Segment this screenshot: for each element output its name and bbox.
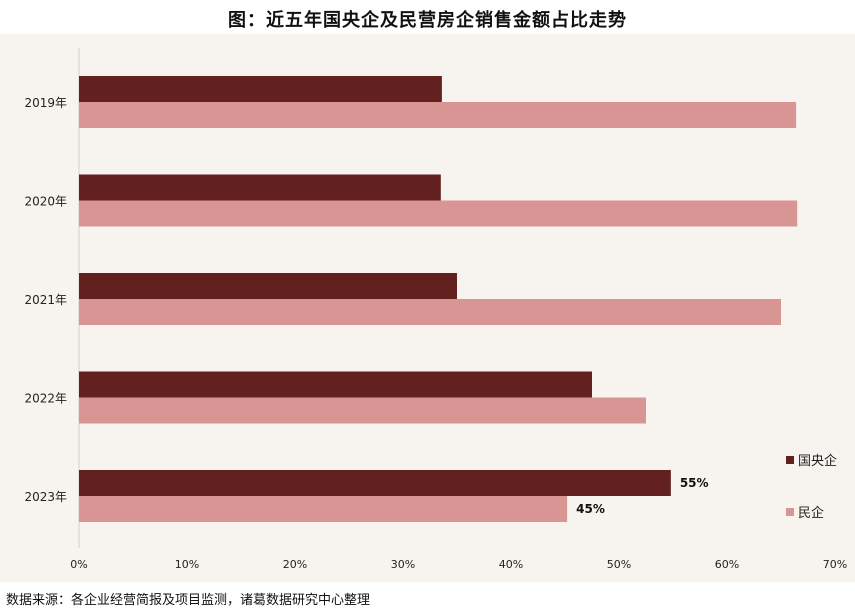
y-tick-label: 2022年 [24, 392, 67, 406]
y-tick-label: 2021年 [24, 293, 67, 307]
x-tick-label: 50% [607, 558, 631, 571]
chart-title: 图：近五年国央企及民营房企销售金额占比走势 [228, 10, 627, 31]
x-tick-label: 10% [175, 558, 199, 571]
bar-private-3 [79, 397, 646, 424]
legend-swatch [786, 508, 794, 516]
legend-swatch [786, 456, 794, 464]
x-tick-label: 20% [283, 558, 307, 571]
bar-state-0 [79, 76, 442, 102]
bar-private-4 [79, 496, 568, 522]
bar-private-0 [79, 102, 797, 128]
x-tick-label: 0% [70, 558, 87, 571]
y-tick-label: 2019年 [24, 96, 67, 110]
bar-private-1 [79, 200, 798, 227]
bar-state-3 [79, 371, 592, 398]
data-label: 45% [576, 502, 605, 516]
data-label: 55% [680, 476, 709, 490]
y-tick-label: 2020年 [24, 195, 67, 209]
bar-state-4 [79, 470, 671, 496]
y-tick-label: 2023年 [24, 490, 67, 504]
bar-private-2 [79, 299, 781, 325]
bar-state-1 [79, 174, 441, 201]
legend-label: 国央企 [798, 453, 837, 469]
x-tick-label: 60% [715, 558, 739, 571]
x-tick-label: 40% [499, 558, 523, 571]
legend-label: 民企 [798, 505, 824, 521]
bar-state-2 [79, 273, 457, 299]
x-tick-label: 70% [823, 558, 847, 571]
source-note: 数据来源：各企业经营简报及项目监测，诸葛数据研究中心整理 [6, 593, 371, 608]
x-tick-label: 30% [391, 558, 415, 571]
